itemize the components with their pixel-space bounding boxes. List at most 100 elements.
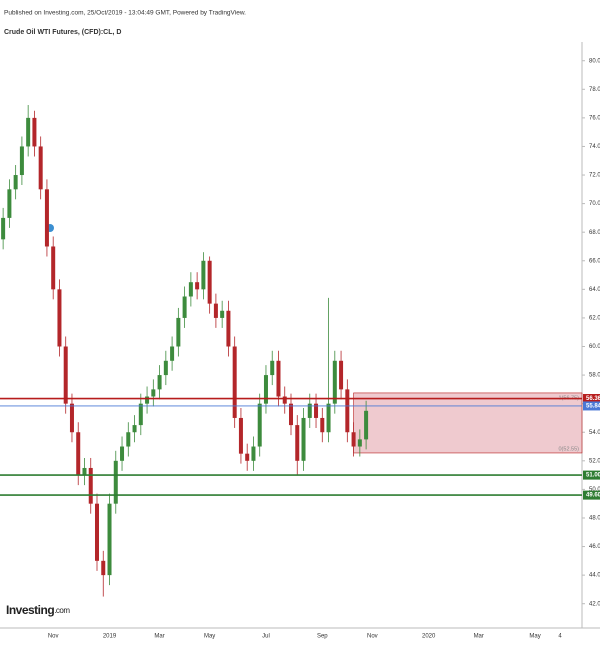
candle-body [138,403,143,426]
level-badge [583,490,600,500]
logo-suffix: .com [54,606,70,615]
y-tick-label: 70.00 [589,201,600,207]
candle-body [295,425,300,461]
candle-body [357,439,362,447]
chart-title: Crude Oil WTI Futures, (CFD):CL, D [4,29,121,36]
candle-body [26,117,31,147]
y-tick-label: 42.00 [589,601,600,607]
y-tick-label: 44.00 [589,573,600,579]
candle-body [51,246,56,290]
y-tick-label: 58.00 [589,373,600,379]
candle-body [232,346,237,418]
candle-body [345,389,350,433]
candle-body [32,117,37,147]
level-label: 51.00 [586,473,600,479]
y-tick-label: 64.00 [589,287,600,293]
candle-body [195,282,200,290]
candle-body [226,310,231,347]
candle-body [13,175,18,190]
candle-body [63,346,68,404]
candle-body [163,360,168,376]
x-tick-label: Mar [154,634,164,640]
candle-body [151,389,156,397]
candle-body [76,432,81,476]
y-tick-label: 48.00 [589,516,600,522]
y-tick-label: 54.00 [589,430,600,436]
candle-body [7,189,12,218]
candle-body [57,289,62,347]
candle-body [132,425,137,433]
candle-body [364,410,369,440]
x-tick-label: Sep [317,634,328,640]
y-tick-label: 50.00 [589,487,600,493]
level-badge [583,401,600,411]
x-tick-label: May [529,634,540,640]
candle-body [94,503,100,561]
y-tick-label: 78.00 [589,87,600,93]
candle-body [19,146,24,176]
y-tick-label: 80.00 [589,58,600,64]
candle-body [213,303,218,318]
candle-body [107,503,112,576]
y-tick-label: 74.00 [589,144,600,150]
candle-body [101,560,106,576]
level-badge [583,394,600,404]
x-tick-label: Nov [367,634,378,640]
candle-body [282,396,287,404]
x-tick-label: May [204,634,215,640]
y-tick-label: 60.00 [589,344,600,350]
candle-body [176,317,181,347]
candle-body [170,346,175,361]
candle-body [113,460,118,504]
candle-body [270,360,275,376]
candle-body [301,417,306,461]
candle-body [69,403,74,433]
zone-bottom-label: 0(52.55) [559,446,580,452]
candle-body [120,446,125,461]
candle-body [320,417,325,433]
candle-body [207,260,212,304]
candle-body [245,453,250,461]
candle-body [326,403,331,433]
published-note: Published on Investing.com, 25/Oct/2019 … [4,10,246,17]
candle-body [188,282,193,297]
candle-body [182,296,187,318]
level-label: 55.84 [586,404,600,410]
level-badge [583,470,600,480]
x-tick-label: Mar [474,634,484,640]
level-label: 49.60 [586,493,600,499]
y-tick-label: 72.00 [589,173,600,179]
candle-body [307,403,312,418]
x-tick-label: Jul [262,634,270,640]
candle-body [257,403,262,447]
y-tick-label: 52.00 [589,458,600,464]
y-tick-label: 68.00 [589,230,600,236]
candle-body [44,189,49,247]
y-tick-label: 76.00 [589,115,600,121]
x-tick-label: Nov [48,634,59,640]
candle-body [238,417,243,454]
y-tick-label: 46.00 [589,544,600,550]
y-tick-label: 62.00 [589,316,600,322]
x-tick-label: 2020 [422,634,436,640]
candle-body [145,396,150,404]
logo-name: Investing [6,603,54,617]
x-tick-label: 4 [558,634,562,640]
candle-body [82,467,87,476]
candle-body [38,146,43,190]
candle-body [288,403,294,426]
zone [353,392,583,454]
level-label: 56.36 [586,396,600,402]
candle-body [276,360,281,397]
candle-body [157,375,162,390]
candle-body [201,260,206,290]
candle-body [1,217,6,240]
logo: Investing.com [6,603,70,617]
candle-body [251,446,256,461]
candle-body [220,310,225,318]
y-tick-label: 66.00 [589,258,600,264]
candle-body [88,467,93,504]
x-tick-label: 2019 [103,634,117,640]
candle-body [339,360,344,390]
